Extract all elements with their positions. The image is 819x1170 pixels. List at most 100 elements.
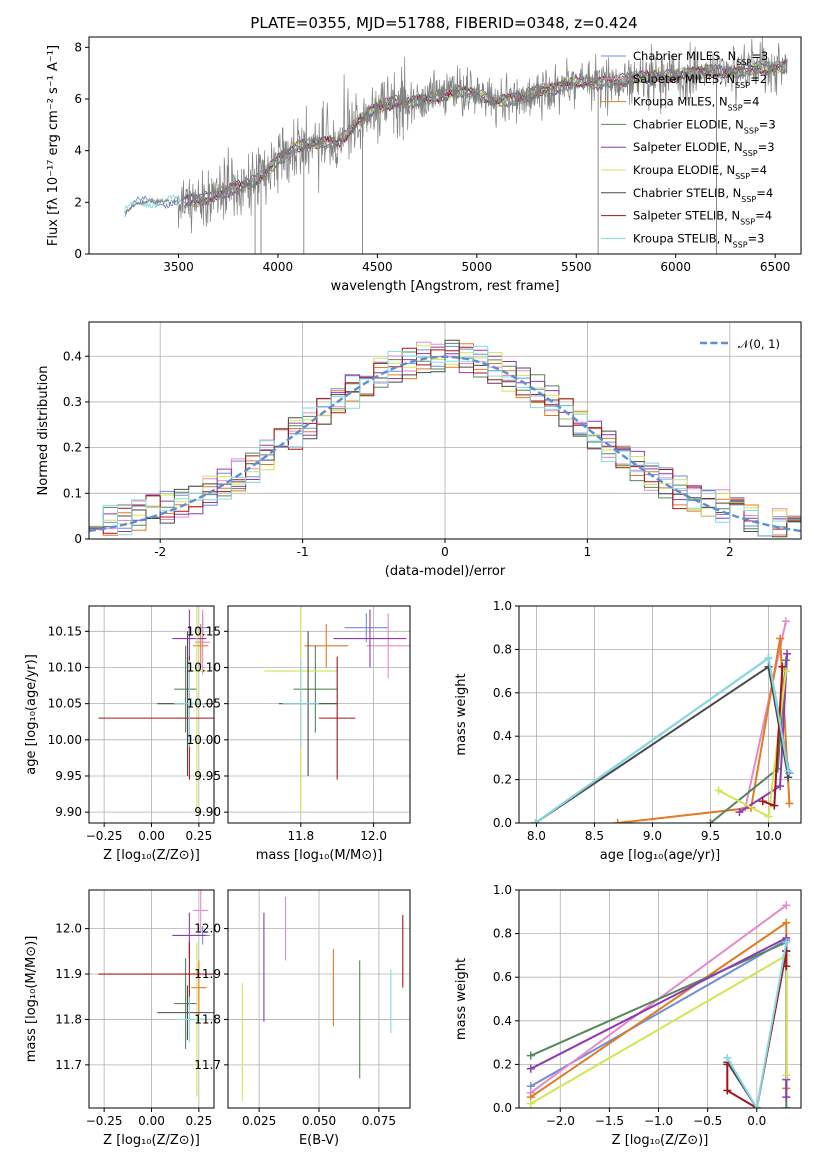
axes-frame xyxy=(518,889,802,1109)
legend-label: 𝒩(0, 1) xyxy=(738,337,780,351)
point-marker xyxy=(706,819,715,823)
x-tick-label: 0.00 xyxy=(138,1114,165,1128)
y-tick-label: 0.4 xyxy=(63,349,82,363)
x-tick-label: 2 xyxy=(726,545,734,559)
y-tick-label: 11.8 xyxy=(55,1012,82,1026)
y-tick-label: 0.6 xyxy=(493,970,512,984)
errorbar-kroupa-miles xyxy=(304,624,349,668)
figure-title: PLATE=0355, MJD=51788, FIBERID=0348, z=0… xyxy=(250,14,637,32)
x-tick-label: 0.025 xyxy=(242,1114,276,1128)
point-marker xyxy=(714,786,723,795)
errorbar-salpeter-miles xyxy=(193,890,209,934)
x-tick-label: 0.00 xyxy=(138,829,165,843)
point-marker xyxy=(782,938,791,947)
legend-label: Chabrier MILES, NSSP=3 xyxy=(633,49,768,67)
plot-area xyxy=(264,606,410,813)
x-tick-label: 0.050 xyxy=(302,1114,336,1128)
legend: 𝒩(0, 1) xyxy=(700,337,780,351)
x-axis-label: age [log₁₀(age/yr)] xyxy=(600,848,721,863)
point-marker xyxy=(531,819,540,823)
point-marker xyxy=(764,654,773,663)
y-tick-label: 10.15 xyxy=(48,624,82,638)
plot-area xyxy=(531,617,794,823)
errorbar-chabrier-miles xyxy=(344,613,389,643)
y-tick-label: 11.9 xyxy=(194,967,221,981)
y-tick-label: 10.10 xyxy=(48,660,82,674)
y-tick-label: 2 xyxy=(74,195,82,209)
x-tick-label: 9.5 xyxy=(701,829,720,843)
series-line xyxy=(726,942,788,1108)
point-marker xyxy=(526,1051,535,1060)
point-marker xyxy=(758,797,767,806)
point-marker xyxy=(770,801,779,810)
x-tick-label: 0.075 xyxy=(362,1114,396,1128)
x-tick-label: −0.25 xyxy=(86,1114,123,1128)
x-tick-label: 12.0 xyxy=(360,829,387,843)
normal-curve xyxy=(89,355,801,533)
legend-label: Salpeter STELIB, NSSP=4 xyxy=(633,209,772,227)
x-tick-label: −0.5 xyxy=(693,1114,722,1128)
point-marker xyxy=(723,1086,732,1095)
y-tick-label: 0 xyxy=(74,532,82,546)
errorbar-kroupa-miles xyxy=(191,960,207,1015)
x-axis-label: Z [log₁₀(Z/Z⊙)] xyxy=(612,1133,709,1148)
x-tick-label: 0 xyxy=(441,545,449,559)
axes-age-vs-mass: 11.8 12.0 9.90 9.95 10.00 10.05 10.10 10.15 mass… xyxy=(187,605,411,863)
errorbar-salpeter-stelib xyxy=(319,656,356,780)
x-tick-label: 6500 xyxy=(760,260,791,274)
x-tick-label: 10.0 xyxy=(755,829,782,843)
y-axis-label: mass weight xyxy=(454,673,469,755)
y-tick-label: 10.10 xyxy=(187,660,221,674)
x-tick-label: 5000 xyxy=(462,260,493,274)
errorbar-kroupa-stelib xyxy=(174,660,205,748)
axes-frame xyxy=(227,605,411,824)
axes-mass-vs-Z: −0.25 0.00 0.25 11.7 11.8 11.9 12.0 Z [log₁₀(Z/… xyxy=(24,889,215,1148)
y-tick-label: 0.2 xyxy=(493,773,512,787)
y-tick-label: 10.15 xyxy=(187,624,221,638)
point-marker xyxy=(782,1071,791,1080)
axes-frame xyxy=(88,605,215,824)
x-axis-label: E(B-V) xyxy=(299,1133,339,1148)
y-tick-label: 0.4 xyxy=(493,1014,512,1028)
plot-area xyxy=(89,339,801,538)
y-tick-label: 1.0 xyxy=(493,599,512,613)
x-tick-label: 0.25 xyxy=(185,829,212,843)
y-tick-label: 11.7 xyxy=(194,1058,221,1072)
y-tick-label: 10.05 xyxy=(187,697,221,711)
x-tick-label: 11.8 xyxy=(287,829,314,843)
axes-weight-vs-age: 8.0 8.5 9.0 9.5 10.0 0.0 0.2 0.4 0.6 0.8 1.0 age [l… xyxy=(454,599,802,863)
y-tick-label: 8 xyxy=(74,40,82,54)
legend-label: Salpeter MILES, NSSP=2 xyxy=(633,72,767,90)
x-axis-label: (data-model)/error xyxy=(385,564,506,579)
y-tick-label: 0.1 xyxy=(63,486,82,500)
point-marker xyxy=(784,766,793,775)
y-tick-label: 6 xyxy=(74,92,82,106)
errorbar-salpeter-elodie xyxy=(333,609,407,668)
x-axis-label: wavelength [Angstrom, rest frame] xyxy=(331,279,560,294)
x-tick-label: 6000 xyxy=(660,260,691,274)
axes-residuals: -2 -1 0 1 2 0 0.1 0.2 0.3 0.4 (data-model)/error No… xyxy=(36,321,802,579)
x-tick-label: 3500 xyxy=(163,260,194,274)
x-tick-label: 1 xyxy=(584,545,592,559)
point-marker xyxy=(776,634,785,643)
errorbar-salpeter-miles xyxy=(366,613,410,679)
legend-label: Kroupa ELODIE, NSSP=4 xyxy=(633,163,767,181)
y-axis-label: age [log₁₀(age/yr)] xyxy=(24,654,39,775)
data-spectrum xyxy=(124,37,788,234)
y-axis-label: mass [log₁₀(M/M⊙)] xyxy=(24,936,39,1063)
y-tick-label: 0.2 xyxy=(63,441,82,455)
y-tick-label: 9.90 xyxy=(194,805,221,819)
point-marker xyxy=(764,812,773,821)
x-tick-label: 4000 xyxy=(263,260,294,274)
series-salpeter-elodie xyxy=(735,649,792,817)
legend-label: Salpeter ELODIE, NSSP=3 xyxy=(633,140,775,158)
y-tick-label: 0.8 xyxy=(493,642,512,656)
series-line xyxy=(726,950,788,1108)
errorbar-chabrier-elodie xyxy=(174,958,197,1049)
point-marker xyxy=(783,649,792,658)
y-tick-label: 10.00 xyxy=(48,733,82,747)
series-salpeter-stelib xyxy=(758,662,787,810)
errorbar-salpeter-miles xyxy=(195,609,211,675)
axes-weight-vs-Z: −2.0 −1.5 −1.0 −0.5 0.0 0.0 0.2 0.4 0.6 0.8 1.0 Z [… xyxy=(454,883,802,1148)
